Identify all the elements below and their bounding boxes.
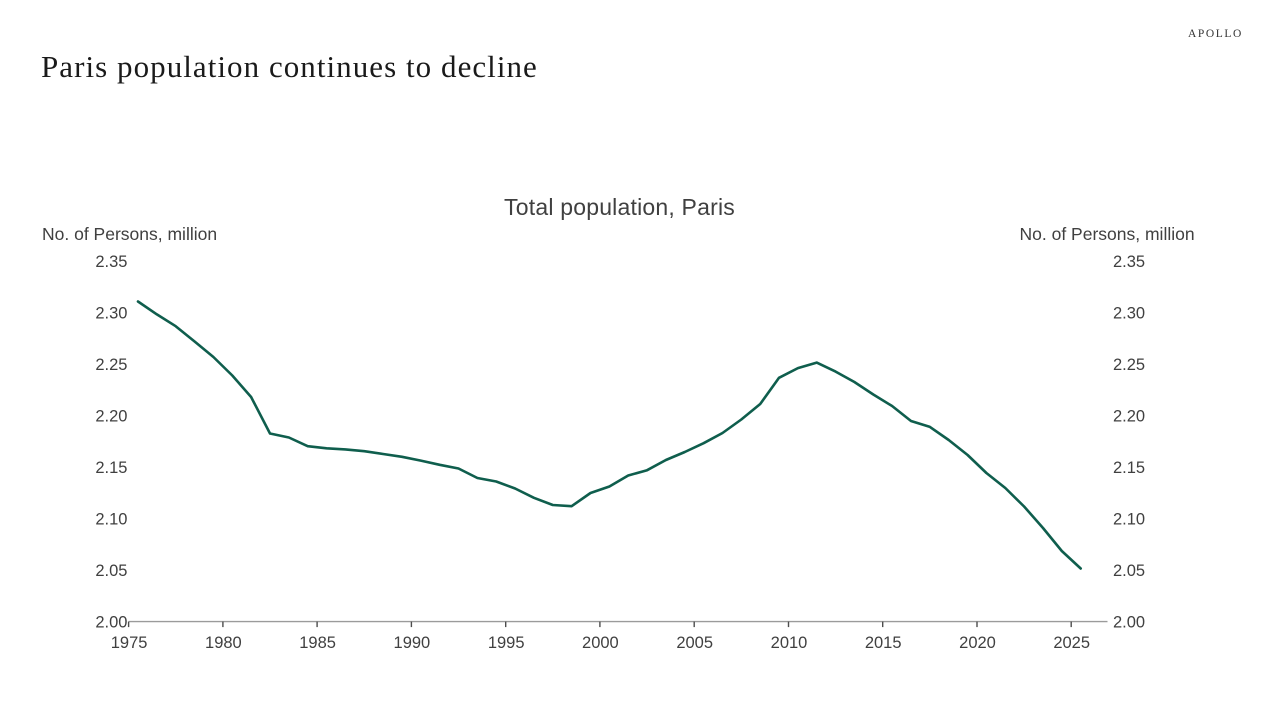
svg-text:2.15: 2.15 — [1113, 459, 1145, 477]
svg-text:2.20: 2.20 — [95, 407, 127, 425]
svg-text:2.30: 2.30 — [1113, 304, 1145, 322]
svg-text:2.35: 2.35 — [95, 253, 127, 271]
svg-text:1985: 1985 — [299, 634, 336, 652]
svg-text:2.05: 2.05 — [95, 562, 127, 580]
svg-text:2.00: 2.00 — [1113, 614, 1145, 632]
svg-text:No. of Persons, million: No. of Persons, million — [42, 224, 217, 244]
svg-text:2025: 2025 — [1053, 634, 1090, 652]
svg-text:2.15: 2.15 — [95, 459, 127, 477]
svg-text:Total population, Paris: Total population, Paris — [504, 194, 735, 220]
svg-text:2.35: 2.35 — [1113, 253, 1145, 271]
svg-text:2.10: 2.10 — [95, 511, 127, 529]
svg-text:1995: 1995 — [488, 634, 525, 652]
svg-text:2.25: 2.25 — [1113, 356, 1145, 374]
svg-text:2.05: 2.05 — [1113, 562, 1145, 580]
svg-text:2015: 2015 — [865, 634, 902, 652]
svg-text:2.20: 2.20 — [1113, 407, 1145, 425]
svg-text:1975: 1975 — [111, 634, 148, 652]
svg-text:2020: 2020 — [959, 634, 996, 652]
svg-text:2000: 2000 — [582, 634, 619, 652]
svg-text:2.25: 2.25 — [95, 356, 127, 374]
svg-text:1990: 1990 — [394, 634, 431, 652]
svg-text:1980: 1980 — [205, 634, 242, 652]
svg-text:No. of Persons, million: No. of Persons, million — [1020, 224, 1195, 244]
svg-text:2010: 2010 — [771, 634, 808, 652]
svg-text:2005: 2005 — [676, 634, 713, 652]
svg-text:2.00: 2.00 — [95, 614, 127, 632]
svg-text:2.30: 2.30 — [95, 304, 127, 322]
svg-text:2.10: 2.10 — [1113, 511, 1145, 529]
